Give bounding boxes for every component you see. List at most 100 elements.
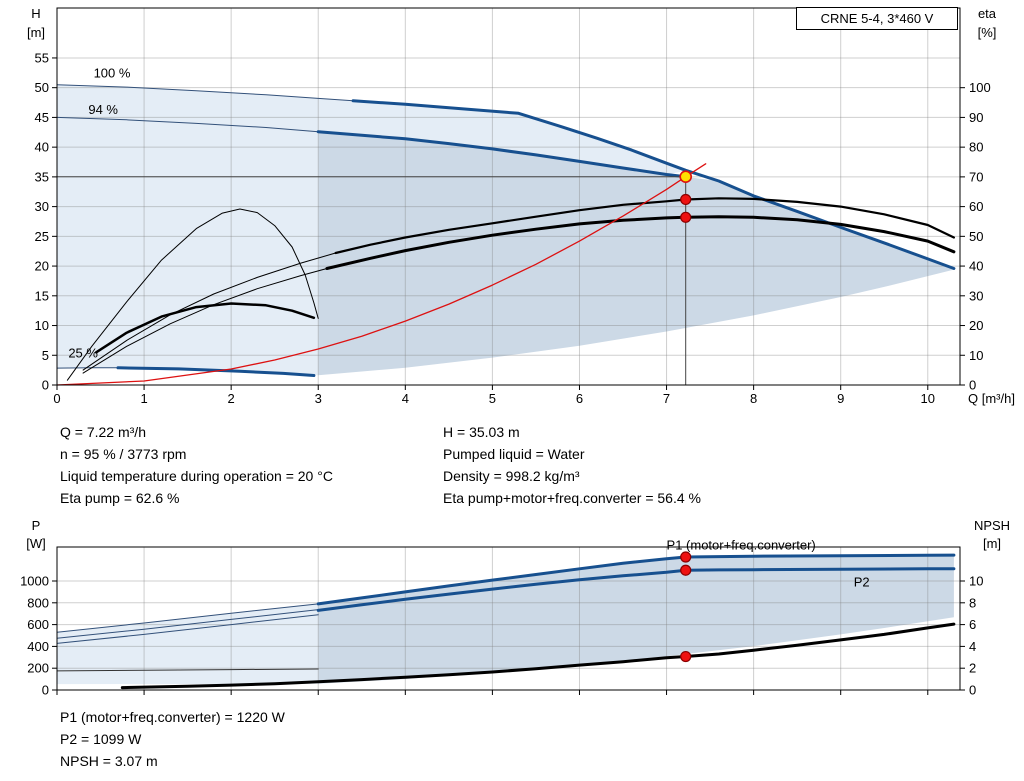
y-right-tick-label: 6 [969,617,976,632]
y-left-tick-label: 45 [35,110,49,125]
y-left-axis-label: P [32,518,41,533]
plot-border [56,546,961,691]
y-left-tick-label: 30 [35,199,49,214]
x-tick-label: 9 [837,391,844,406]
x-axis-label: Q [m³/h] [968,391,1015,406]
power-info: P1 (motor+freq.converter) = 1220 W P2 = 1… [60,706,285,772]
info-line: Density = 998.2 kg/m³ [443,468,580,484]
eta-25-curve [94,302,316,354]
y-right-tick-label: 50 [969,229,983,244]
info-line: H = 35.03 m [443,424,520,440]
y-right-tick-label: 80 [969,140,983,155]
y-left-axis-label: [m] [27,25,45,40]
npsh-curve [120,622,956,690]
speed-100-curve [351,99,956,270]
info-line: Eta pump+motor+freq.converter = 56.4 % [443,490,701,506]
y-right-tick-label: 20 [969,318,983,333]
x-tick-label: 4 [402,391,409,406]
y-left-tick-label: 50 [35,80,49,95]
power-npsh-chart: 0 200 400 600 800 1000 0 2 4 6 8 10 P [W] NPSH [m] P1 (m… [20,518,1010,698]
y-right-tick-label: 10 [969,348,983,363]
eta-pump-curve-thin [82,252,337,371]
info-line: n = 95 % / 3773 rpm [60,446,187,462]
eta-total-point [680,211,692,223]
head-flow-chart: 0510152025303540455055010203040506070809… [27,6,1015,406]
y-right-tick-label: 0 [969,378,976,393]
curve-label: P1 (motor+freq.converter) [667,537,816,552]
y-right-tick-label: 100 [969,80,991,95]
p1-point [680,551,692,563]
y-right-axis-label: NPSH [974,518,1010,533]
x-tick-label: 5 [489,391,496,406]
eta-pump-point [680,193,692,206]
x-tick-label: 2 [228,391,235,406]
y-left-tick-label: 40 [35,140,49,155]
npsh-point [680,650,692,663]
y-right-tick-label: 90 [969,110,983,125]
x-tick-label: 7 [663,391,670,406]
y-left-tick-label: 15 [35,288,49,303]
y-right-tick-label: 30 [969,288,983,303]
y-right-tick-label: 0 [969,683,976,698]
eta-total-curve-thin [82,268,328,374]
pump-title-box: CRNE 5-4, 3*460 V [796,7,958,30]
y-left-tick-label: 0 [42,683,49,698]
p2-point [680,564,692,576]
y-right-axis-label: [%] [978,25,997,40]
y-left-tick-label: 5 [42,348,49,363]
speed-25-curve [116,366,316,377]
curve-label: 100 % [94,66,131,81]
y-right-tick-label: 60 [969,199,983,214]
x-tick-label: 8 [750,391,757,406]
y-left-tick-label: 400 [27,639,49,654]
y-left-tick-label: 20 [35,259,49,274]
duty-info-left: Q = 7.22 m³/h n = 95 % / 3773 rpm Liquid t… [60,421,333,509]
x-tick-label: 10 [921,391,935,406]
y-left-tick-label: 600 [27,617,49,632]
duty-point [679,170,693,183]
plot-border [56,7,961,386]
y-left-tick-label: 1000 [20,574,49,589]
y-left-tick-label: 10 [35,318,49,333]
x-tick-label: 1 [140,391,147,406]
curve-label: P2 [854,574,870,589]
y-right-tick-label: 10 [969,574,983,589]
y-left-tick-label: 200 [27,661,49,676]
curve-label: 25 % [68,346,98,361]
power-envelope-light [57,603,319,685]
info-line: P1 (motor+freq.converter) = 1220 W [60,709,285,725]
eta-pump-curve [334,197,956,255]
p-curve-thin-2 [56,609,319,639]
y-left-tick-label: 35 [35,169,49,184]
speed-94-curve [316,130,688,179]
p-25-line [56,668,319,672]
affinity-curve-red [56,163,707,386]
x-tick-label: 6 [576,391,583,406]
x-tick-label: 0 [53,391,60,406]
p1-curve [316,553,956,606]
info-line: Q = 7.22 m³/h [60,424,146,440]
x-tick-label: 3 [315,391,322,406]
speed-100-curve-thin [56,84,354,102]
y-right-axis-label: eta [978,6,997,21]
operating-envelope [318,131,954,376]
p-curve-thin-1 [56,603,319,633]
curve-label: 94 % [88,102,118,117]
info-line: Pumped liquid = Water [443,446,585,462]
y-left-axis-label: [W] [26,536,46,551]
y-right-tick-label: 8 [969,595,976,610]
y-left-tick-label: 55 [35,50,49,65]
y-right-tick-label: 4 [969,639,976,654]
y-right-tick-label: 70 [969,169,983,184]
info-line: Liquid temperature during operation = 20… [60,468,333,484]
p2-curve [316,567,956,612]
power-envelope [318,555,954,684]
pump-title: CRNE 5-4, 3*460 V [820,11,934,26]
operating-envelope-light [57,84,686,376]
y-left-tick-label: 0 [42,378,49,393]
info-line: P2 = 1099 W [60,731,142,747]
y-left-tick-label: 800 [27,595,49,610]
info-line: Eta pump = 62.6 % [60,490,180,506]
y-right-tick-label: 2 [969,661,976,676]
y-left-axis-label: H [31,6,40,21]
